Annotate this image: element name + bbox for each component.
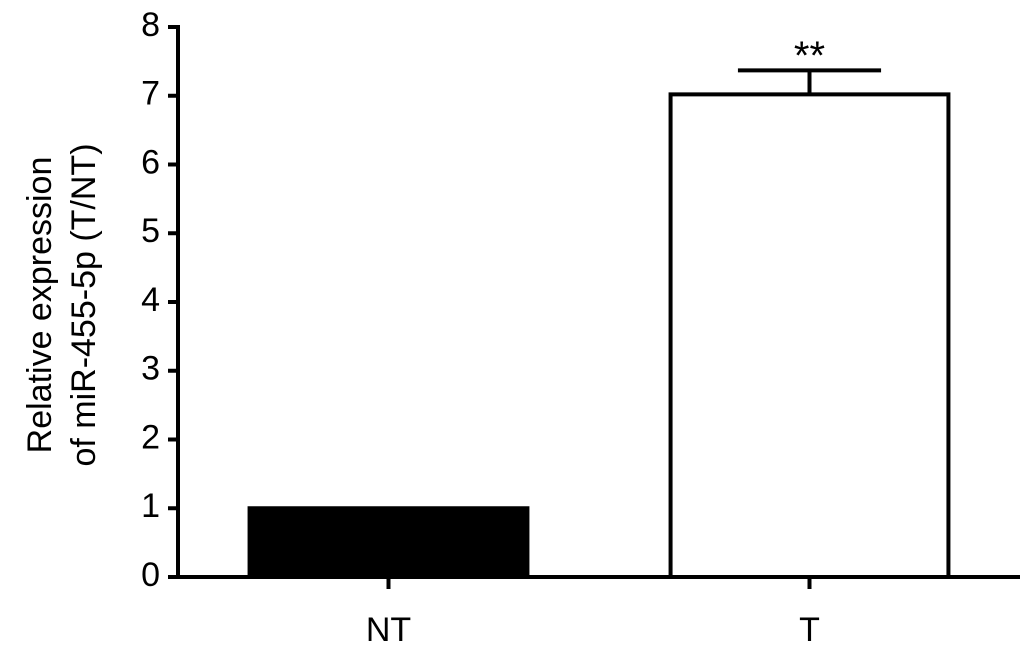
y-axis-label: of miR-455-5p (T/NT) [65,143,103,466]
y-tick-label: 7 [141,75,160,113]
significance-label: ** [794,34,825,78]
bar [668,92,951,579]
y-tick-label: 6 [141,143,160,181]
y-tick-label: 5 [141,212,160,250]
y-tick-label: 2 [141,418,160,456]
bar [247,506,530,579]
y-tick-label: 3 [141,350,160,388]
y-tick-label: 8 [141,6,160,44]
y-tick-label: 1 [141,487,160,525]
y-tick-label: 4 [141,281,160,319]
y-tick-label: 0 [141,556,160,594]
y-axis-label: Relative expression [21,157,59,454]
x-tick-label: T [799,611,820,649]
x-tick-label: NT [366,611,411,649]
